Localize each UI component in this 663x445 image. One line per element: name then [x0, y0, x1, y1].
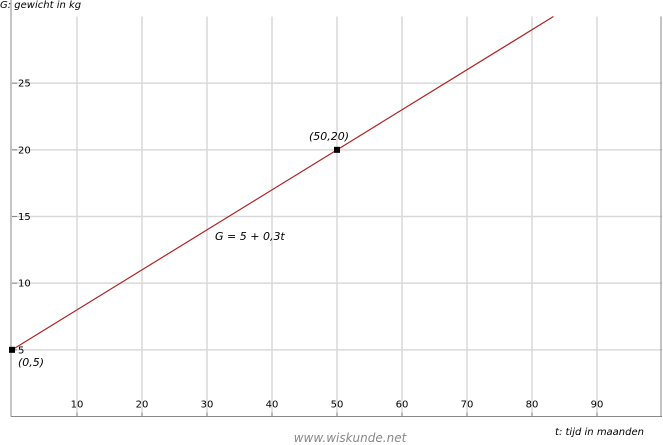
- point-label: (0,5): [18, 356, 44, 369]
- y-tick-label: 10: [18, 279, 31, 290]
- formula-label: G = 5 + 0,3t: [215, 230, 285, 243]
- x-tick-label: 90: [591, 400, 604, 411]
- footer: www.wiskunde.net: [294, 431, 408, 445]
- y-tick-label: 20: [18, 145, 31, 156]
- point: [9, 346, 15, 353]
- point-label: (50,20): [309, 130, 349, 143]
- x-tick-label: 70: [461, 400, 474, 411]
- y-tick-label: 25: [18, 79, 31, 90]
- x-tick-label: 10: [71, 400, 84, 411]
- x-axis-label: t: tijd in maanden: [555, 427, 644, 438]
- point: [334, 146, 340, 153]
- x-tick-label: 40: [266, 400, 279, 411]
- data-line: [11, 15, 554, 351]
- x-tick-label: 30: [201, 400, 214, 411]
- y-tick-label: 5: [18, 345, 24, 356]
- x-tick-label: 20: [136, 400, 149, 411]
- x-tick-label: 60: [396, 400, 409, 411]
- x-tick-label: 50: [331, 400, 344, 411]
- y-tick-label: 15: [18, 212, 31, 223]
- y-axis-label: G: gewicht in kg: [0, 0, 81, 11]
- x-tick-label: 80: [526, 400, 539, 411]
